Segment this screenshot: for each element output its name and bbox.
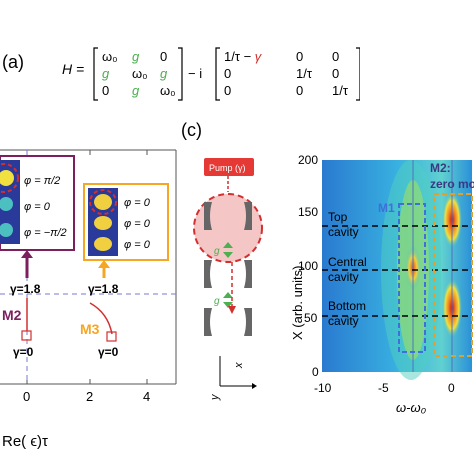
orange-red-dashed-circle	[89, 189, 117, 215]
orange-hotspot-1	[94, 194, 112, 210]
matrix-cell: 0	[224, 83, 231, 98]
matrix-cell: 1/τ	[296, 66, 313, 81]
ytick-150: 150	[298, 205, 318, 219]
pump-label: Pump (γ)	[209, 163, 246, 173]
panel-c-label: (c)	[181, 120, 202, 140]
xtick-2: 2	[86, 389, 93, 404]
gamma-m2-label: γ=1.8	[10, 282, 41, 296]
hamiltonian-lhs: H =	[62, 61, 84, 77]
pump-label-box	[204, 158, 254, 176]
gamma0-left-label: γ=0	[13, 345, 34, 359]
pump-propagation-arrowhead	[228, 306, 236, 314]
m3-start-marker	[106, 331, 117, 342]
matrix-cell: g	[132, 83, 140, 98]
matrix2-right-bracket	[356, 47, 360, 101]
m3-arrowhead	[98, 260, 110, 268]
hamiltonian-equation: H = ω₀ g 0 g ω₀ g 0 g ω₀ − i 1/τ − γ 0 0 0 1/τ 0 0 0 1/τ	[62, 47, 360, 101]
m3-trajectory	[89, 302, 113, 335]
purple-red-dashed-circle	[0, 163, 19, 193]
matrix-cell: 0	[296, 49, 303, 64]
m2-box	[433, 193, 473, 357]
m3-mode-label: M3	[80, 321, 100, 337]
matrix1-right-bracket	[178, 47, 183, 101]
purple-phase-1: φ = π/2	[24, 175, 60, 187]
m2-label-line1: M2:	[430, 161, 451, 175]
m2-arrowhead	[21, 250, 33, 258]
coupling-arrow-2	[223, 292, 233, 308]
y-axis-label: X (arb. units)	[290, 266, 305, 340]
panel-d-heatmap: X (arb. units) 200 150 100 50 0 M1 M2: z…	[290, 153, 474, 415]
matrix-cell: g	[132, 49, 140, 64]
matrix-cell: ω₀	[132, 66, 148, 81]
central-cavity-right	[244, 260, 252, 288]
matrix2-cells: 1/τ − γ 0 0 0 1/τ 0 0 0 1/τ	[224, 49, 349, 98]
axis-x-label: x	[233, 362, 245, 369]
m1-box	[398, 203, 426, 353]
xtick-neg5: -5	[378, 381, 389, 395]
xtick-0: 0	[448, 381, 455, 395]
panel-b-plot: 0 2 4 Re( ϵ)τ φ = π/2 φ = 0 φ = −π/2 φ =…	[0, 149, 177, 450]
m2-mode-label: M2	[2, 307, 22, 323]
panel-c-schematic: Pump (γ) g g x y	[193, 158, 263, 401]
coupling-arrow-1	[223, 242, 233, 258]
orange-phase-2: φ = 0	[124, 218, 151, 230]
ytick-200: 200	[298, 153, 318, 167]
bottom-cavity-right	[244, 308, 252, 336]
matrix1-cells: ω₀ g 0 g ω₀ g 0 g ω₀	[102, 49, 176, 98]
xtick-4: 4	[143, 389, 150, 404]
gamma0-right-label: γ=0	[98, 345, 119, 359]
purple-hotspot-1	[0, 170, 14, 186]
matrix-cell: g	[102, 66, 110, 81]
axis-y-label: y	[209, 393, 221, 401]
matrix-cell: g	[160, 66, 168, 81]
top-cavity-label-2: cavity	[328, 225, 359, 239]
purple-hotspot-2	[0, 197, 13, 211]
central-cavity-label-1: Central	[328, 255, 367, 269]
x-axis-label: Re( ϵ)τ	[2, 433, 48, 450]
matrix-cell: 0	[102, 83, 109, 98]
panel-a-label: (a)	[2, 52, 24, 72]
pump-spot	[193, 193, 263, 263]
matrix-cell: 0	[160, 49, 167, 64]
bottom-cavity-label-2: cavity	[328, 314, 359, 328]
orange-hotspot-2	[94, 216, 112, 230]
matrix-cell: 0	[296, 83, 303, 98]
m2-label-line2: zero mode	[430, 177, 474, 191]
purple-hotspot-3	[0, 223, 13, 237]
gamma-m3-label: γ=1.8	[88, 282, 119, 296]
top-cavity-left	[204, 202, 212, 230]
matrix2-left-bracket	[215, 47, 220, 101]
matrix1-left-bracket	[93, 47, 98, 101]
central-cavity-left	[204, 260, 212, 288]
matrix-cell: 1/τ − γ	[224, 49, 263, 64]
x-axis-label: ω-ω₀	[396, 400, 427, 415]
ytick-0: 0	[312, 365, 319, 379]
matrix-cell: 0	[332, 49, 339, 64]
matrix-cell: 1/τ	[332, 83, 349, 98]
minus-i-text: − i	[188, 66, 202, 81]
xtick-0: 0	[23, 389, 30, 404]
matrix-cell: ω₀	[102, 49, 118, 64]
central-cavity-label-2: cavity	[328, 270, 359, 284]
purple-phase-2: φ = 0	[24, 201, 51, 213]
bottom-cavity-left	[204, 308, 212, 336]
matrix-cell: ω₀	[160, 83, 176, 98]
top-cavity-right	[244, 202, 252, 230]
bottom-cavity-label-1: Bottom	[328, 299, 366, 313]
coupling-g-1: g	[214, 246, 220, 257]
ytick-50: 50	[304, 311, 318, 325]
matrix-cell: 0	[332, 66, 339, 81]
coupling-g-2: g	[214, 296, 220, 307]
xtick-neg10: -10	[314, 381, 332, 395]
top-cavity-label-1: Top	[328, 210, 348, 224]
matrix-cell: 0	[224, 66, 231, 81]
orange-phase-3: φ = 0	[124, 239, 151, 251]
orange-hotspot-3	[94, 237, 112, 251]
ytick-100: 100	[298, 259, 318, 273]
purple-phase-3: φ = −π/2	[24, 227, 67, 239]
m1-label: M1	[378, 201, 395, 215]
m2-start-marker	[21, 330, 32, 341]
orange-phase-1: φ = 0	[124, 197, 151, 209]
